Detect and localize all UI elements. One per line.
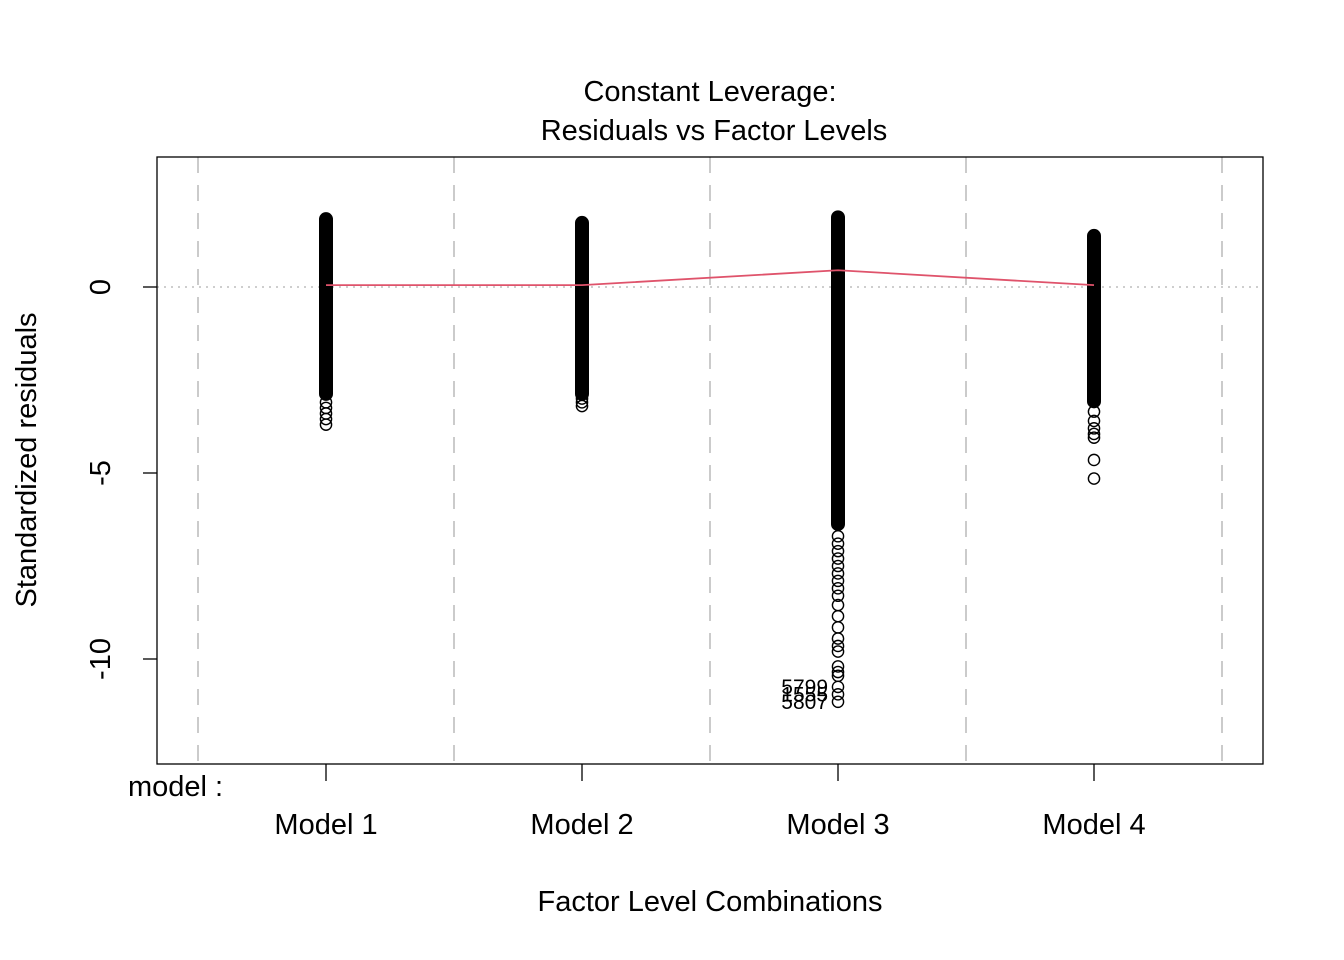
data-point — [831, 529, 845, 543]
grid-layer — [157, 157, 1263, 764]
y-axis-label: Standardized residuals — [11, 312, 43, 607]
data-point — [1087, 472, 1101, 485]
data-point — [831, 645, 845, 658]
x-tick-label: Model 4 — [1042, 809, 1145, 841]
data-point — [831, 609, 845, 623]
outlier-point — [831, 680, 845, 694]
data-point — [831, 632, 845, 645]
dense-point-cluster — [319, 212, 333, 401]
data-point — [831, 665, 845, 679]
column-model-4 — [1087, 228, 1101, 485]
data-point — [831, 544, 845, 558]
x-tick-label: Model 1 — [274, 809, 377, 841]
data-point — [319, 412, 333, 426]
data-point — [831, 582, 845, 595]
data-point — [1087, 453, 1101, 467]
outlier-point — [831, 688, 845, 701]
outlier-label: 1555 — [781, 683, 828, 706]
x-axis-label: Factor Level Combinations — [538, 886, 883, 918]
data-point — [831, 574, 845, 588]
data-point — [575, 396, 589, 409]
data-point — [831, 537, 845, 550]
data-point — [831, 567, 845, 580]
factor-label: model : — [128, 771, 223, 803]
chart-title-line2: Residuals vs Factor Levels — [541, 115, 888, 147]
data-point — [831, 589, 845, 603]
data-point — [831, 559, 845, 573]
outlier-label: 5807 — [781, 691, 828, 714]
column-model-1 — [319, 212, 333, 431]
y-tick-label: 0 — [85, 279, 117, 295]
outlier-point — [831, 695, 845, 709]
smooth-trend-line — [326, 269, 1095, 287]
data-point — [575, 399, 589, 413]
dense-point-cluster — [831, 210, 845, 532]
data-point — [831, 639, 845, 653]
column-model-3 — [831, 210, 845, 683]
data-point — [831, 552, 845, 565]
data-point — [831, 660, 845, 673]
data-point — [831, 621, 845, 634]
x-tick-label: Model 2 — [530, 809, 633, 841]
outlier-label: 5799 — [781, 676, 828, 699]
dense-point-cluster — [1087, 228, 1101, 409]
data-point — [1087, 427, 1101, 441]
data-point — [575, 392, 589, 405]
data-point — [319, 418, 333, 431]
y-tick-label: -10 — [85, 638, 117, 680]
axis-layer: 0 -5 -10 Model 1 Model 2 Model 3 Model 4 — [85, 279, 1146, 841]
data-point — [1087, 422, 1101, 435]
data-point — [1087, 431, 1101, 444]
data-point — [1087, 414, 1101, 428]
y-tick-label: -5 — [85, 460, 117, 486]
dense-point-cluster — [575, 215, 589, 401]
column-model-2 — [575, 215, 589, 413]
data-point — [1087, 405, 1101, 418]
x-tick-label: Model 3 — [786, 809, 889, 841]
plot-frame — [156, 156, 1264, 765]
chart-title-line1: Constant Leverage: — [583, 76, 836, 108]
